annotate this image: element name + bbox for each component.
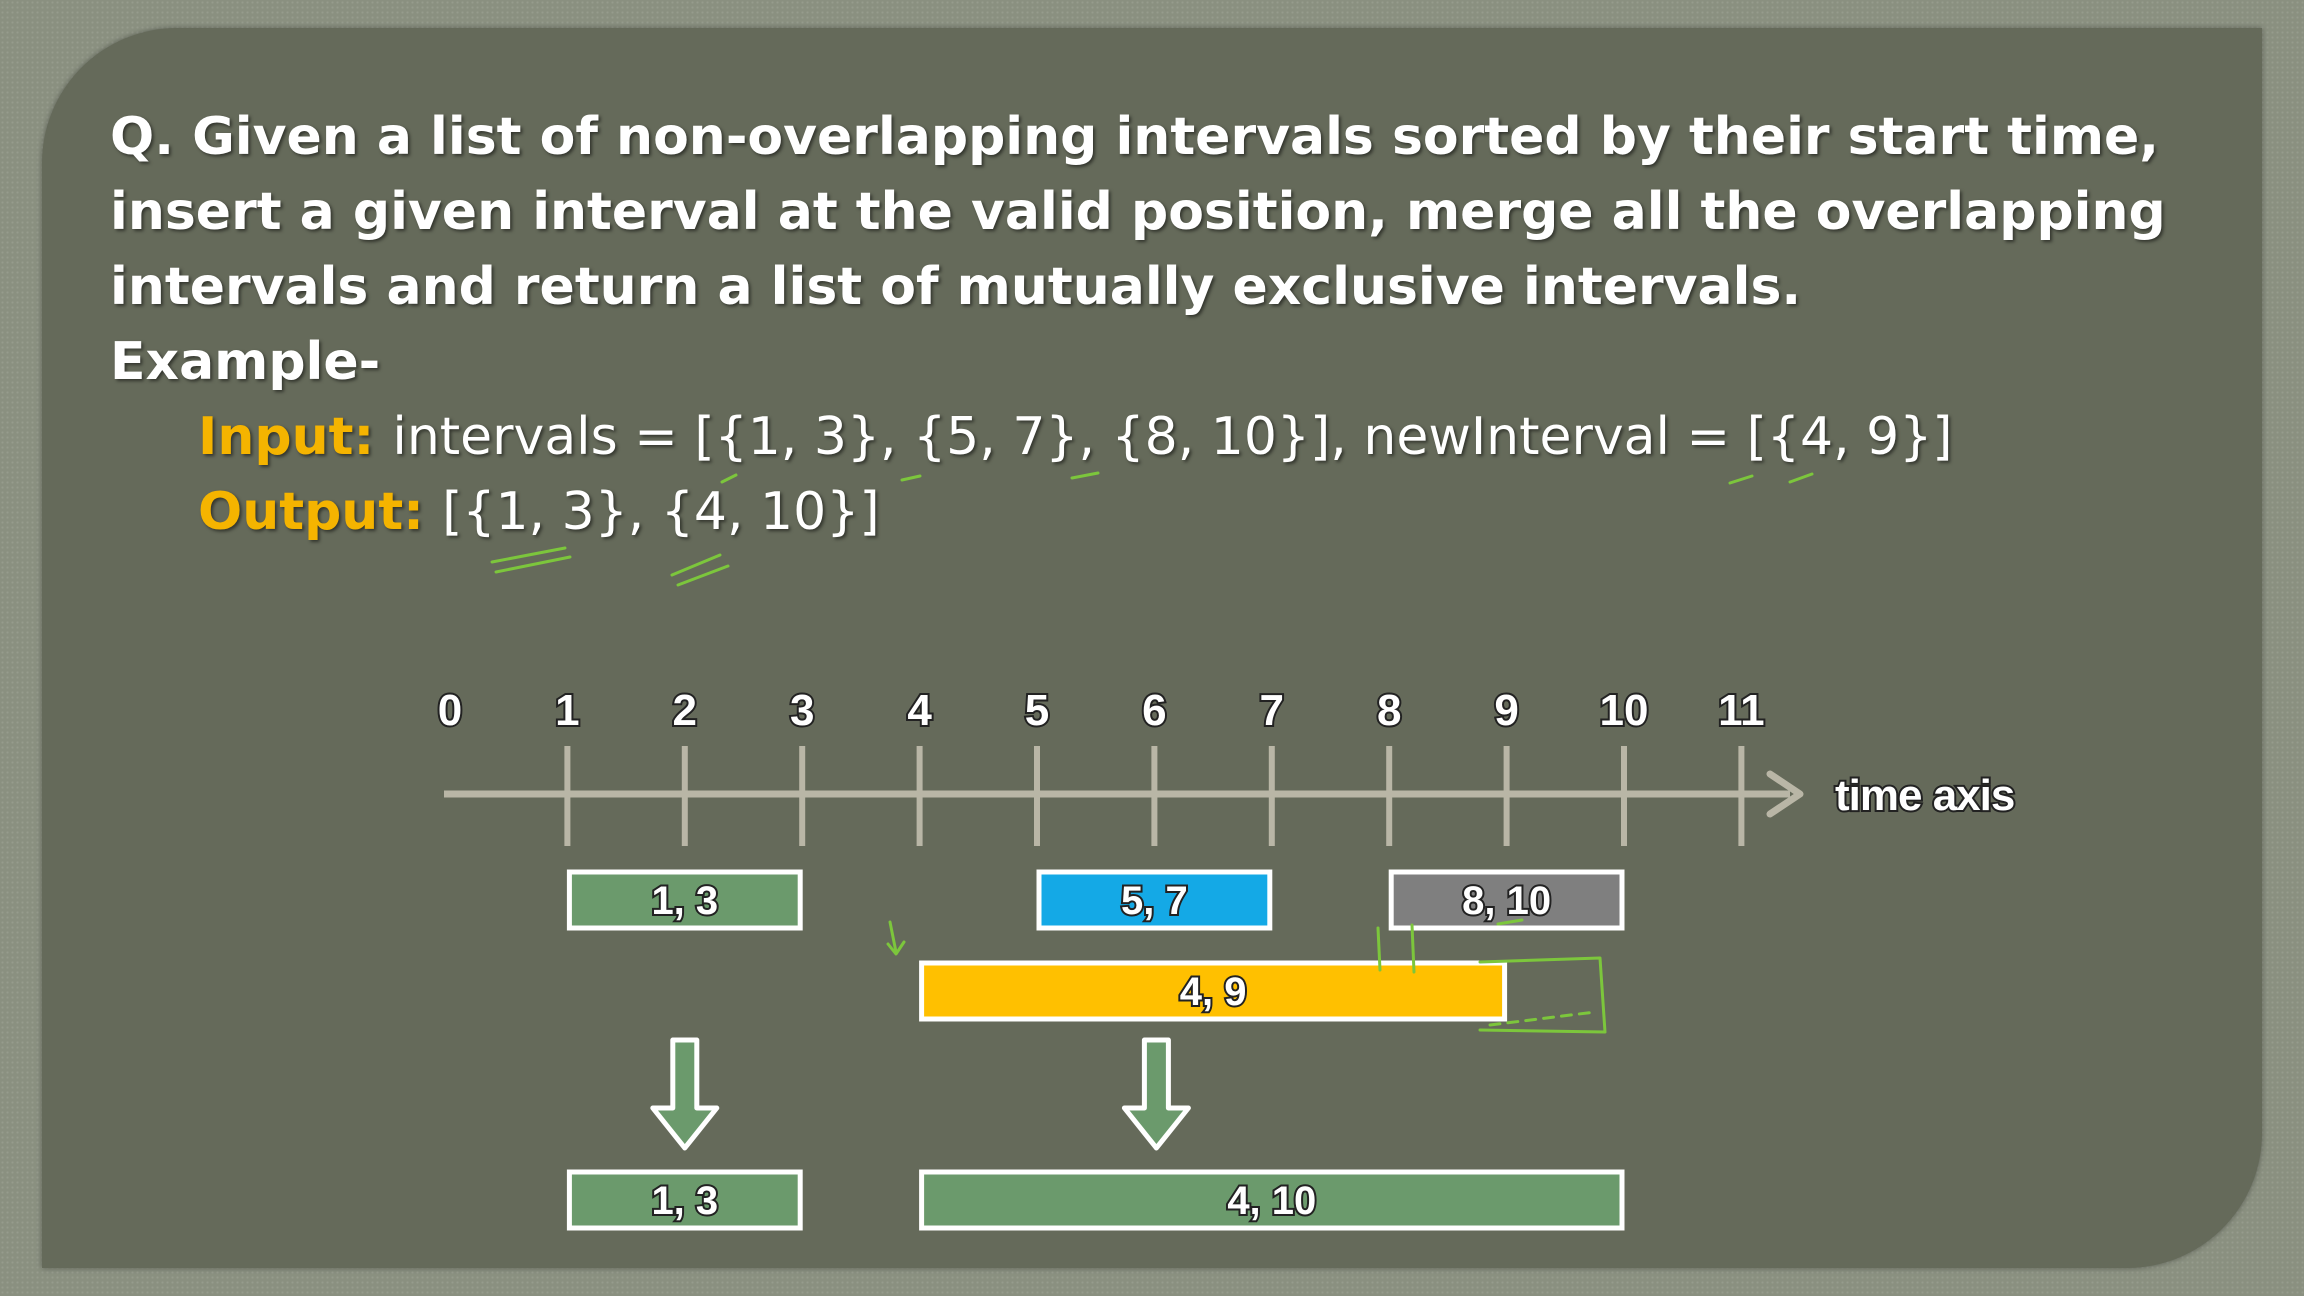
handwritten-underlines <box>490 471 1814 587</box>
interval-1-3: 1, 3 <box>566 869 803 931</box>
new-interval-group: 4, 9 <box>919 960 1508 1022</box>
tick-label-5: 5 <box>1025 686 1049 735</box>
result-interval-4-10-bar <box>919 1169 1625 1231</box>
tick-label-11: 11 <box>1718 686 1765 735</box>
existing-intervals: 1, 3 5, 7 8, 10 <box>566 869 1625 931</box>
result-interval-4-10-label: 4, 10 <box>1227 1179 1316 1223</box>
input-text: intervals = [{1, 3}, {5, 7}, {8, 10}], n… <box>392 407 1953 467</box>
underline-1 <box>720 473 738 484</box>
merge-arrows <box>650 1037 1191 1151</box>
result-interval-1-3: 1, 3 <box>566 1169 803 1231</box>
interval-8-10: 8, 10 <box>1388 869 1625 931</box>
underline-out-b1 <box>670 553 722 577</box>
interval-5-7-label: 5, 7 <box>1121 879 1188 923</box>
result-interval-1-3-label: 1, 3 <box>651 1179 718 1223</box>
underline-out-b2 <box>676 564 730 587</box>
interval-8-10-label: 8, 10 <box>1462 879 1551 923</box>
new-interval-bar <box>919 960 1508 1022</box>
tick-label-3: 3 <box>790 686 814 735</box>
input-line: Input: intervals = [{1, 3}, {5, 7}, {8, … <box>198 400 1953 475</box>
underline-8 <box>1070 471 1100 480</box>
output-text: [{1, 3}, {4, 10}] <box>442 482 880 542</box>
annotation-dashes <box>1488 1010 1597 1027</box>
tick-label-8: 8 <box>1377 686 1401 735</box>
annotation-small-arrow <box>886 920 906 956</box>
merge-arrow-1 <box>650 1037 720 1151</box>
interval-8-10-bar <box>1388 869 1625 931</box>
interval-1-3-label: 1, 3 <box>651 879 718 923</box>
output-label: Output: <box>198 482 424 542</box>
axis-arrowhead <box>1766 770 1804 818</box>
axis-title: time axis <box>1835 771 2014 820</box>
interval-1-3-bar <box>566 869 803 931</box>
interval-5-7: 5, 7 <box>1036 869 1273 931</box>
input-label: Input: <box>198 407 375 467</box>
interval-5-7-bar <box>1036 869 1273 931</box>
question-text: Q. Given a list of non-overlapping inter… <box>110 107 2166 317</box>
result-interval-1-3-bar <box>566 1169 803 1231</box>
tick-label-6: 6 <box>1142 686 1166 735</box>
new-interval-label: 4, 9 <box>1180 970 1247 1014</box>
annotation-stroke-2 <box>1410 923 1416 974</box>
tick-label-7: 7 <box>1260 686 1284 735</box>
underline-out-a1 <box>490 546 567 564</box>
tick-label-9: 9 <box>1494 686 1518 735</box>
underline-4 <box>1728 474 1754 485</box>
result-interval-4-10: 4, 10 <box>919 1169 1625 1231</box>
underline-5 <box>900 474 922 482</box>
annotation-tick-mark <box>1496 918 1524 926</box>
annotation-extension-box <box>1478 956 1607 1034</box>
result-intervals: 1, 3 4, 10 <box>566 1169 1625 1231</box>
tick-label-2: 2 <box>673 686 697 735</box>
example-heading: Example- <box>110 332 381 392</box>
time-axis: 0 1 2 3 4 5 6 7 8 9 10 11 time axis <box>436 684 2017 846</box>
tick-label-0: 0 <box>438 686 462 735</box>
tick-label-4: 4 <box>907 686 932 735</box>
tick-label-1: 1 <box>555 686 579 735</box>
tick-label-10: 10 <box>1600 686 1649 735</box>
new-interval: 4, 9 <box>919 960 1508 1022</box>
annotation-stroke-1 <box>1376 926 1382 972</box>
underline-out-a2 <box>494 555 572 574</box>
output-line: Output: [{1, 3}, {4, 10}] <box>198 475 880 550</box>
handwritten-annotations <box>886 918 1607 1034</box>
underline-9 <box>1788 472 1814 484</box>
merge-arrow-2 <box>1121 1037 1191 1151</box>
